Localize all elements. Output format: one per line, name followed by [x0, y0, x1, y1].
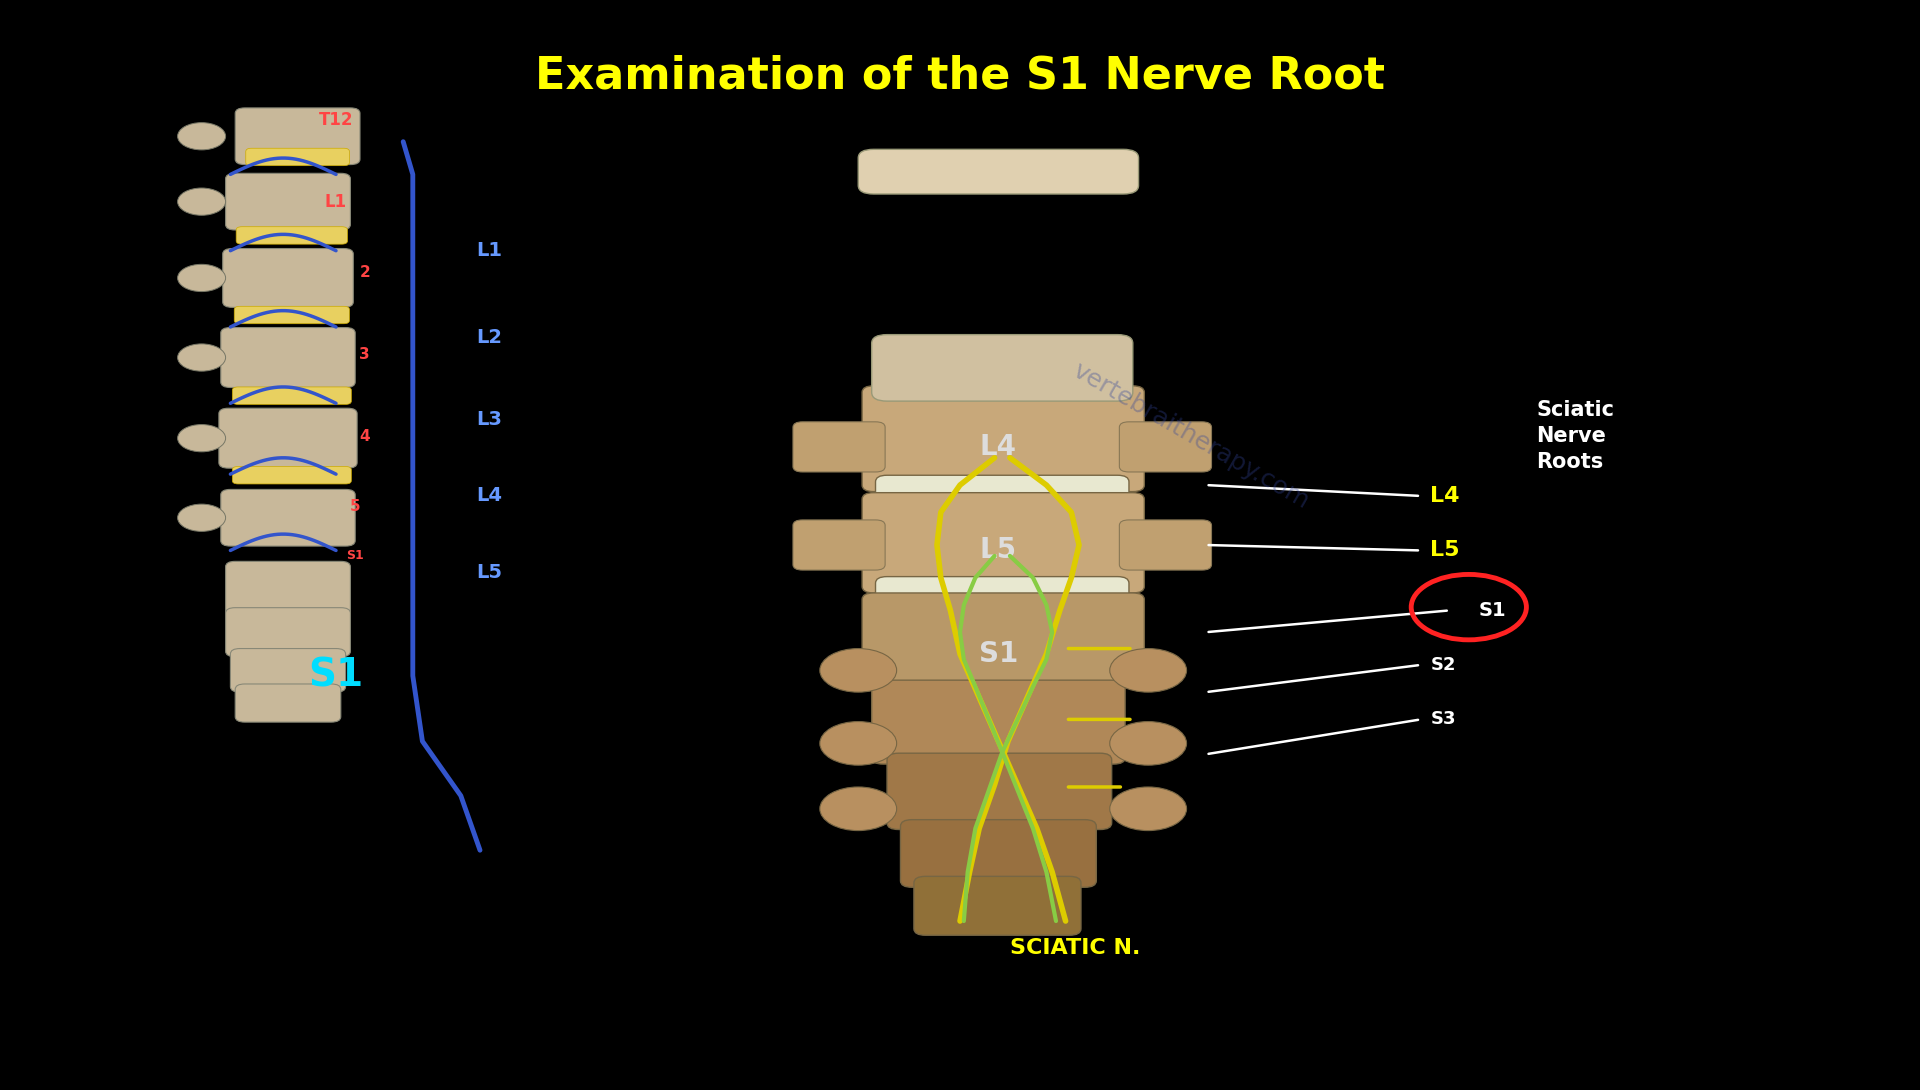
Ellipse shape — [177, 123, 227, 150]
Text: L5: L5 — [979, 536, 1018, 565]
Text: S2: S2 — [1430, 656, 1455, 674]
Ellipse shape — [820, 722, 897, 765]
Ellipse shape — [177, 344, 227, 371]
Text: S1: S1 — [346, 549, 365, 562]
Text: L5: L5 — [476, 562, 503, 582]
FancyBboxPatch shape — [872, 335, 1133, 401]
FancyBboxPatch shape — [236, 227, 348, 244]
FancyBboxPatch shape — [793, 520, 885, 570]
Text: L1: L1 — [476, 241, 503, 261]
Ellipse shape — [177, 504, 227, 532]
FancyBboxPatch shape — [232, 467, 351, 484]
FancyBboxPatch shape — [227, 608, 349, 656]
FancyBboxPatch shape — [793, 422, 885, 472]
Text: 2: 2 — [359, 265, 371, 280]
Ellipse shape — [177, 425, 227, 452]
Text: vertebraitherapy.com: vertebraitherapy.com — [1068, 359, 1313, 513]
FancyBboxPatch shape — [1119, 520, 1212, 570]
Text: L5: L5 — [1430, 541, 1459, 560]
Text: L4: L4 — [476, 486, 503, 506]
FancyBboxPatch shape — [234, 108, 361, 165]
Text: 3: 3 — [359, 347, 371, 362]
Text: L3: L3 — [476, 410, 503, 429]
FancyBboxPatch shape — [862, 593, 1144, 688]
Text: L4: L4 — [979, 433, 1018, 461]
Text: L2: L2 — [476, 328, 503, 348]
FancyBboxPatch shape — [246, 148, 349, 166]
Ellipse shape — [820, 649, 897, 692]
FancyBboxPatch shape — [887, 753, 1112, 829]
FancyBboxPatch shape — [914, 876, 1081, 935]
FancyBboxPatch shape — [900, 820, 1096, 887]
Text: Sciatic
Nerve
Roots: Sciatic Nerve Roots — [1536, 400, 1615, 472]
Text: SCIATIC N.: SCIATIC N. — [1010, 938, 1140, 958]
Ellipse shape — [820, 787, 897, 831]
FancyBboxPatch shape — [876, 577, 1129, 606]
FancyBboxPatch shape — [230, 649, 346, 692]
FancyBboxPatch shape — [1119, 422, 1212, 472]
Text: T12: T12 — [319, 111, 353, 129]
FancyBboxPatch shape — [221, 489, 355, 546]
FancyBboxPatch shape — [234, 685, 340, 723]
FancyBboxPatch shape — [219, 409, 357, 469]
Ellipse shape — [1110, 722, 1187, 765]
Ellipse shape — [177, 265, 227, 292]
FancyBboxPatch shape — [232, 387, 351, 404]
Text: L1: L1 — [324, 193, 348, 210]
Text: L4: L4 — [1430, 486, 1459, 506]
FancyBboxPatch shape — [872, 680, 1125, 764]
FancyBboxPatch shape — [862, 493, 1144, 593]
FancyBboxPatch shape — [227, 173, 349, 230]
Ellipse shape — [1110, 787, 1187, 831]
FancyBboxPatch shape — [221, 327, 355, 388]
FancyBboxPatch shape — [876, 475, 1129, 505]
Text: 4: 4 — [359, 428, 371, 444]
Text: 5: 5 — [349, 499, 361, 514]
FancyBboxPatch shape — [858, 149, 1139, 194]
Text: S1: S1 — [309, 657, 363, 694]
Text: S1: S1 — [979, 640, 1018, 668]
FancyBboxPatch shape — [234, 306, 349, 324]
Text: S3: S3 — [1430, 711, 1455, 728]
Ellipse shape — [177, 189, 227, 216]
Text: S1: S1 — [1478, 601, 1505, 620]
FancyBboxPatch shape — [227, 561, 349, 616]
Ellipse shape — [1110, 649, 1187, 692]
FancyBboxPatch shape — [862, 386, 1144, 492]
FancyBboxPatch shape — [223, 249, 353, 307]
Text: Examination of the S1 Nerve Root: Examination of the S1 Nerve Root — [536, 54, 1384, 98]
